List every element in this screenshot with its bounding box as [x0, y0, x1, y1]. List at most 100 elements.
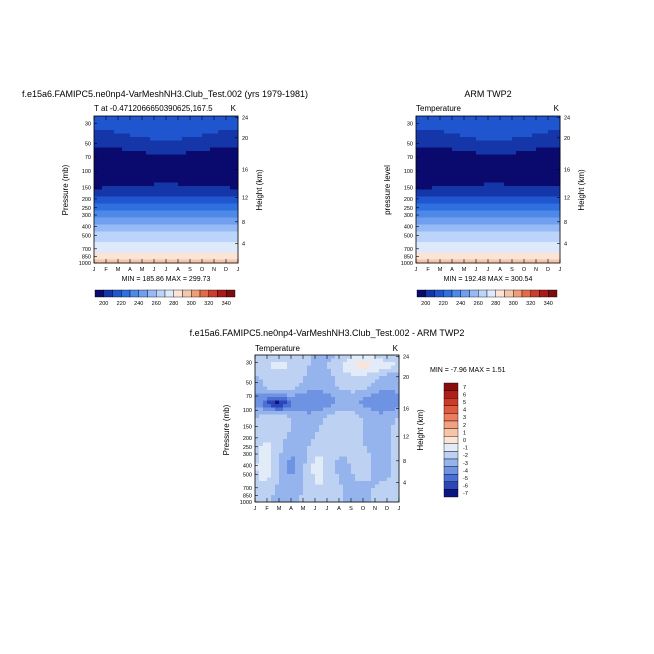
field-cell	[114, 242, 119, 246]
field-cell	[206, 252, 211, 257]
field-cell	[154, 242, 159, 246]
field-cell	[323, 400, 328, 405]
field-cell	[259, 425, 264, 429]
field-cell	[255, 467, 260, 471]
pressure-tick-label: 1000	[79, 261, 91, 267]
field-cell	[315, 390, 320, 394]
field-cell	[512, 175, 517, 180]
field-cell	[150, 242, 155, 246]
field-cell	[476, 231, 481, 236]
field-cell	[472, 207, 477, 211]
field-cell	[351, 488, 356, 492]
field-cell	[460, 256, 465, 260]
field-cell	[94, 256, 99, 260]
field-cell	[303, 358, 308, 363]
field-cell	[391, 449, 396, 454]
field-cell	[126, 130, 131, 134]
field-cell	[279, 456, 284, 461]
field-cell	[226, 193, 231, 197]
field-cell	[432, 256, 437, 260]
colorbar-swatch	[539, 289, 549, 298]
field-cell	[456, 186, 461, 190]
field-cell	[315, 362, 320, 366]
field-cell	[444, 196, 449, 201]
field-cell	[110, 133, 115, 138]
field-cell	[327, 491, 332, 496]
field-cell	[387, 453, 392, 457]
field-cell	[118, 123, 123, 127]
field-cell	[130, 200, 135, 204]
field-cell	[363, 484, 368, 489]
field-cell	[234, 235, 239, 239]
field-cell	[106, 193, 111, 197]
field-cell	[206, 151, 211, 155]
field-cell	[379, 498, 384, 503]
field-cell	[226, 151, 231, 155]
field-cell	[343, 365, 348, 370]
field-cell	[540, 189, 545, 194]
field-cell	[524, 179, 529, 183]
field-cell	[255, 390, 260, 394]
field-cell	[146, 245, 151, 250]
field-cell	[383, 456, 388, 461]
field-cell	[94, 249, 99, 253]
field-cell	[170, 140, 175, 145]
field-cell	[114, 256, 119, 260]
field-cell	[138, 189, 143, 194]
field-cell	[532, 210, 537, 215]
field-cell	[484, 207, 489, 211]
field-cell	[440, 172, 445, 176]
field-cell	[102, 158, 107, 162]
field-cell	[452, 228, 457, 232]
field-cell	[226, 144, 231, 148]
field-cell	[134, 245, 139, 250]
field-cell	[210, 196, 215, 201]
field-cell	[440, 182, 445, 187]
field-cell	[452, 147, 457, 152]
field-cell	[335, 386, 340, 391]
field-cell	[492, 130, 497, 134]
field-cell	[194, 235, 199, 239]
month-tick-label: O	[522, 267, 527, 273]
field-cell	[202, 154, 207, 159]
field-cell	[420, 221, 425, 225]
field-cell	[263, 449, 268, 454]
field-cell	[464, 224, 469, 229]
field-cell	[444, 182, 449, 187]
field-cell	[146, 200, 151, 204]
field-cell	[532, 231, 537, 236]
field-cell	[222, 245, 227, 250]
field-cell	[500, 119, 505, 124]
field-cell	[210, 161, 215, 166]
field-cell	[295, 362, 300, 366]
field-cell	[194, 140, 199, 145]
field-cell	[500, 130, 505, 134]
field-cell	[371, 365, 376, 370]
field-cell	[186, 259, 191, 264]
field-cell	[520, 147, 525, 152]
field-cell	[307, 355, 312, 359]
field-cell	[214, 252, 219, 257]
field-cell	[198, 144, 203, 148]
field-cell	[359, 376, 364, 380]
field-cell	[218, 210, 223, 215]
field-cell	[484, 256, 489, 260]
field-cell	[488, 116, 493, 120]
field-cell	[142, 214, 147, 218]
field-cell	[154, 119, 159, 124]
field-cell	[460, 189, 465, 194]
field-cell	[548, 235, 553, 239]
field-cell	[492, 217, 497, 222]
field-cell	[174, 231, 179, 236]
field-cell	[198, 119, 203, 124]
field-cell	[548, 242, 553, 246]
field-cell	[335, 488, 340, 492]
field-cell	[347, 456, 352, 461]
height-tick-label: 20	[403, 375, 409, 381]
field-cell	[452, 193, 457, 197]
field-cell	[496, 259, 501, 264]
field-cell	[202, 231, 207, 236]
field-cell	[279, 481, 284, 485]
field-cell	[524, 245, 529, 250]
field-cell	[488, 217, 493, 222]
